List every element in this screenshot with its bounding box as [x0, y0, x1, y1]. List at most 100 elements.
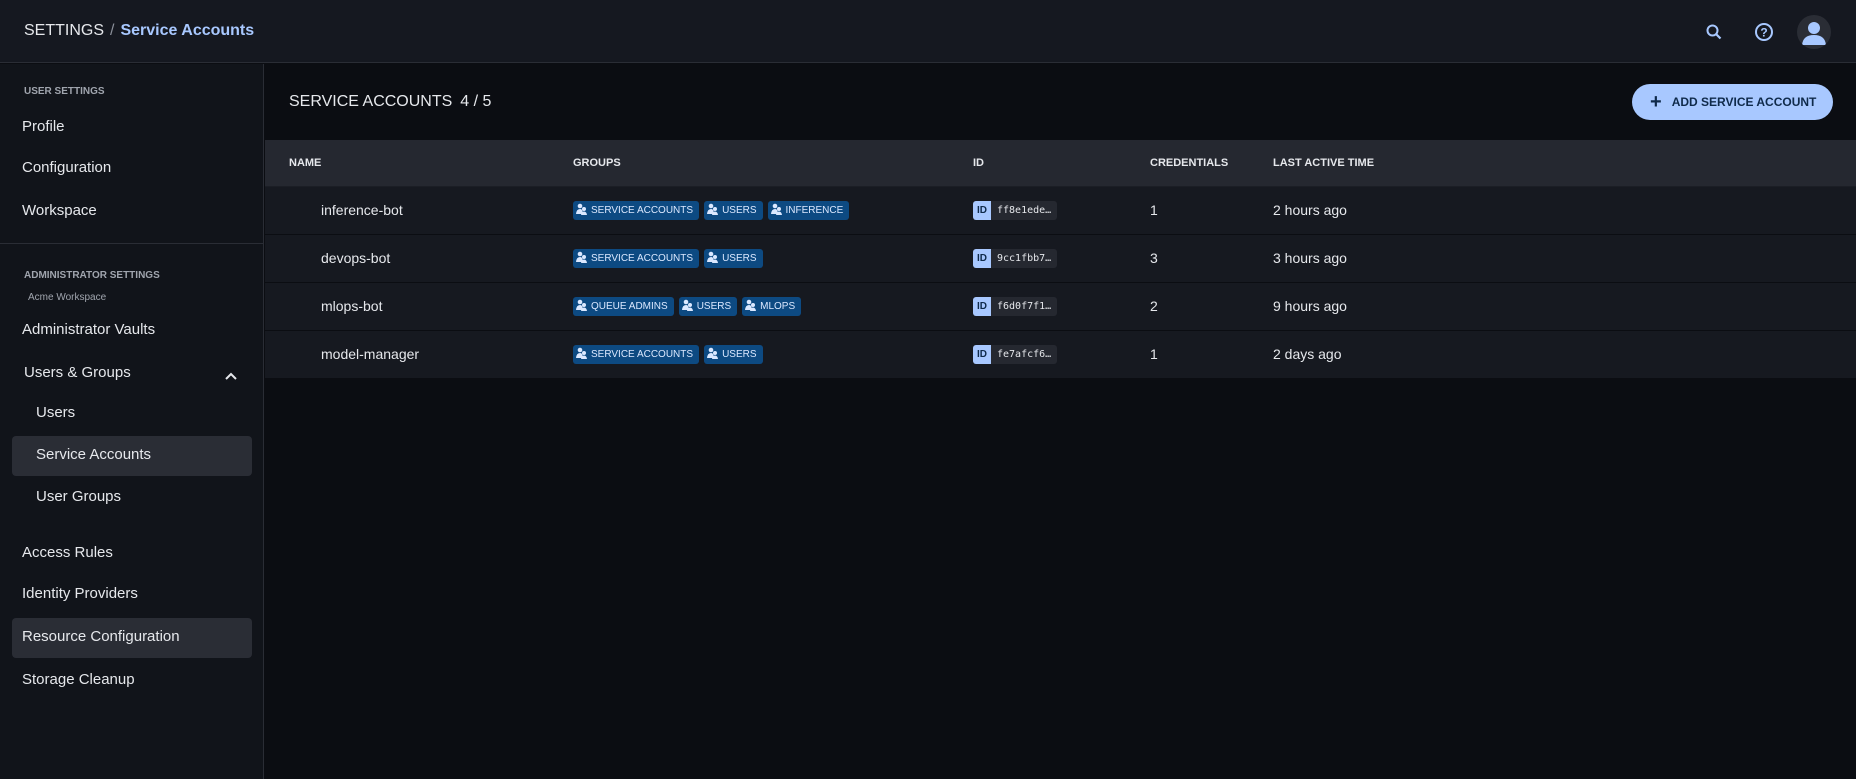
section-user-settings: USER SETTINGS [24, 86, 105, 97]
id-label: ID [973, 297, 991, 316]
last-active-time: 9 hours ago [1273, 298, 1347, 314]
group-icon [745, 299, 757, 314]
section-administrator-settings: ADMINISTRATOR SETTINGS [24, 270, 160, 281]
group-tags: SERVICE ACCOUNTS USERS [573, 249, 763, 268]
group-icon [576, 299, 588, 314]
id-chip[interactable]: ID ff8e1ede… [973, 201, 1058, 220]
group-tag: SERVICE ACCOUNTS [573, 345, 700, 364]
group-tag-label: SERVICE ACCOUNTS [591, 205, 694, 216]
group-tag-label: SERVICE ACCOUNTS [591, 253, 694, 264]
sidebar-item-service-accounts[interactable]: Service Accounts [36, 446, 152, 463]
plus-icon: + [1650, 91, 1662, 113]
top-bar: SETTINGS / Service Accounts ? [0, 0, 1856, 63]
breadcrumb: SETTINGS / Service Accounts [24, 22, 254, 40]
account-name[interactable]: devops-bot [321, 250, 391, 266]
group-tag-label: MLOPS [760, 301, 796, 312]
sidebar-item-administrator-vaults[interactable]: Administrator Vaults [22, 321, 156, 338]
last-active-time: 3 hours ago [1273, 250, 1347, 266]
column-last-active-time[interactable]: LAST ACTIVE TIME [1273, 157, 1375, 169]
credentials-count: 1 [1150, 346, 1158, 362]
group-icon [707, 203, 719, 218]
group-icon [681, 299, 694, 314]
sidebar-item-resource-configuration[interactable]: Resource Configuration [22, 628, 180, 645]
group-tag: QUEUE ADMINS [573, 297, 674, 316]
breadcrumb-settings[interactable]: SETTINGS [24, 22, 105, 39]
group-icon [707, 347, 719, 362]
sidebar-item-users-groups[interactable]: Users & Groups [24, 364, 131, 381]
sidebar-item-users[interactable]: Users [36, 404, 76, 421]
chevron-up-icon[interactable] [224, 368, 238, 386]
group-icon [770, 203, 783, 218]
hover-item-highlight [12, 618, 252, 658]
group-tag: USERS [678, 297, 738, 316]
column-name[interactable]: NAME [289, 157, 322, 169]
table-row[interactable]: inference-bot SERVICE ACCOUNTS USERS INFER… [265, 187, 1856, 235]
id-label: ID [973, 249, 991, 268]
settings-sidebar: USER SETTINGS Profile Configuration Work… [0, 64, 264, 779]
search-icon[interactable] [1700, 18, 1728, 46]
id-label: ID [973, 345, 991, 364]
account-name[interactable]: model-manager [321, 346, 420, 362]
column-id[interactable]: ID [973, 157, 984, 169]
sidebar-item-configuration[interactable]: Configuration [22, 159, 112, 176]
add-service-account-label: ADD SERVICE ACCOUNT [1671, 95, 1817, 109]
table-row[interactable]: devops-bot SERVICE ACCOUNTS USERS ID 9cc1f… [265, 235, 1856, 283]
group-tag-label: USERS [696, 301, 732, 312]
account-count: 4 / 5 [460, 93, 492, 110]
sidebar-item-user-groups[interactable]: User Groups [36, 488, 122, 505]
column-groups[interactable]: GROUPS [573, 157, 621, 169]
sidebar-item-access-rules[interactable]: Access Rules [22, 544, 113, 561]
table-header: NAME GROUPS ID CREDENTIALS LAST ACTIVE T… [265, 140, 1856, 187]
credentials-count: 2 [1150, 298, 1158, 314]
credentials-count: 1 [1150, 202, 1158, 218]
group-tag: INFERENCE [767, 201, 850, 220]
group-icon [576, 251, 588, 266]
id-chip[interactable]: ID 9cc1fbb7… [973, 249, 1058, 268]
main-content: SERVICE ACCOUNTS 4 / 5 + ADD SERVICE ACCOU… [265, 64, 1856, 779]
account-name[interactable]: inference-bot [321, 202, 403, 218]
group-tag: USERS [704, 249, 763, 268]
id-value: 9cc1fbb7… [997, 253, 1052, 264]
group-tag-label: QUEUE ADMINS [591, 301, 668, 312]
sidebar-item-identity-providers[interactable]: Identity Providers [22, 585, 138, 602]
page-title-text: SERVICE ACCOUNTS [289, 93, 453, 110]
group-tag-label: USERS [722, 253, 757, 264]
sidebar-item-storage-cleanup[interactable]: Storage Cleanup [22, 671, 135, 688]
account-name[interactable]: mlops-bot [321, 298, 383, 314]
id-value: f6d0f7f1… [997, 301, 1052, 312]
help-icon[interactable]: ? [1750, 18, 1778, 46]
id-value: fe7afcf6… [997, 349, 1052, 360]
group-tag-label: SERVICE ACCOUNTS [591, 349, 694, 360]
group-icon [707, 251, 719, 266]
group-tags: SERVICE ACCOUNTS USERS INFERENCE [573, 201, 850, 220]
avatar-icon[interactable] [1797, 15, 1831, 49]
id-label: ID [973, 201, 991, 220]
sidebar-item-workspace[interactable]: Workspace [22, 202, 97, 219]
sidebar-divider [0, 243, 264, 244]
group-tag-label: USERS [722, 205, 757, 216]
group-tag-label: USERS [722, 349, 757, 360]
id-chip[interactable]: ID f6d0f7f1… [973, 297, 1058, 316]
group-tags: SERVICE ACCOUNTS USERS [573, 345, 763, 364]
page-title: SERVICE ACCOUNTS 4 / 5 [289, 93, 491, 111]
group-tag: SERVICE ACCOUNTS [573, 249, 700, 268]
credentials-count: 3 [1150, 250, 1158, 266]
workspace-name: Acme Workspace [28, 292, 107, 303]
column-credentials[interactable]: CREDENTIALS [1150, 157, 1229, 169]
sidebar-item-profile[interactable]: Profile [22, 118, 65, 135]
id-chip[interactable]: ID fe7afcf6… [973, 345, 1058, 364]
breadcrumb-current: Service Accounts [120, 22, 255, 39]
group-tags: QUEUE ADMINS USERS MLOPS [573, 297, 802, 316]
group-tag: SERVICE ACCOUNTS [573, 201, 700, 220]
last-active-time: 2 days ago [1273, 346, 1342, 362]
group-icon [576, 203, 588, 218]
table-row[interactable]: model-manager SERVICE ACCOUNTS USERS ID fe… [265, 331, 1856, 379]
group-tag-label: INFERENCE [785, 205, 844, 216]
add-service-account-button[interactable]: + ADD SERVICE ACCOUNT [1632, 84, 1833, 120]
breadcrumb-separator: / [110, 22, 115, 39]
group-tag: USERS [704, 345, 763, 364]
group-tag: USERS [704, 201, 763, 220]
group-icon [576, 347, 588, 362]
id-value: ff8e1ede… [997, 205, 1052, 216]
table-row[interactable]: mlops-bot QUEUE ADMINS USERS MLOPS ID f6d0f… [265, 283, 1856, 331]
